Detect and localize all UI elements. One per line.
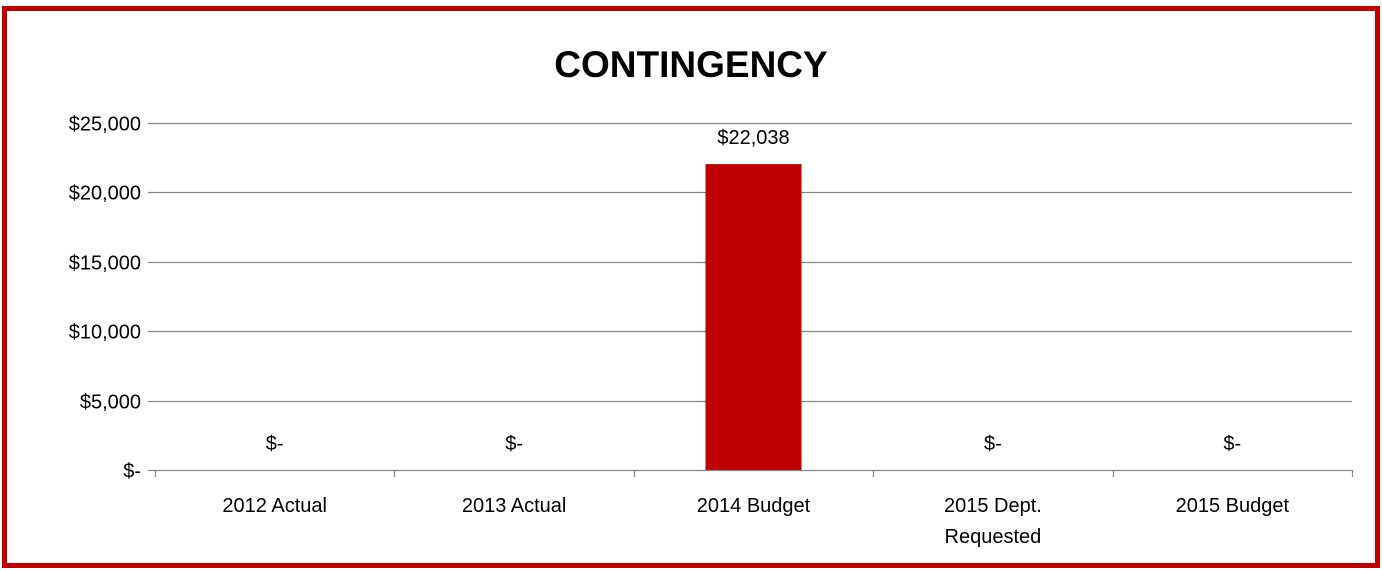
x-tick-label: 2013 Actual <box>462 495 567 517</box>
x-tick-label: 2012 Actual <box>222 495 327 517</box>
chart-title: CONTINGENCY <box>554 44 828 85</box>
bar <box>705 164 802 471</box>
y-tick-label: $10,000 <box>69 322 141 344</box>
y-tick-label: $- <box>123 461 141 483</box>
x-axis <box>148 469 1354 477</box>
x-tick-label: 2014 Budget <box>697 495 811 517</box>
data-label: $22,038 <box>717 127 789 149</box>
x-tick-label: 2015 Dept. <box>944 495 1042 517</box>
chart-frame <box>2 6 1380 568</box>
y-tick-label: $15,000 <box>69 253 141 275</box>
x-tick-label: Requested <box>945 526 1042 548</box>
y-tick-label: $20,000 <box>69 183 141 205</box>
bars <box>705 164 802 471</box>
data-label: $- <box>1223 433 1241 455</box>
x-axis-tick-labels: 2012 Actual 2013 Actual 2014 Budget 2015 De… <box>222 495 1289 548</box>
x-tick-label: 2015 Budget <box>1176 495 1290 517</box>
y-tick-label: $5,000 <box>80 392 141 414</box>
y-tick-label: $25,000 <box>69 114 141 136</box>
y-axis-tick-labels: $- $5,000 $10,000 $15,000 $20,000 $25,000 <box>69 114 141 483</box>
data-label: $- <box>984 433 1002 455</box>
data-labels: $- $- $22,038 $- $- <box>266 127 1241 455</box>
data-label: $- <box>266 433 284 455</box>
data-label: $- <box>505 433 523 455</box>
